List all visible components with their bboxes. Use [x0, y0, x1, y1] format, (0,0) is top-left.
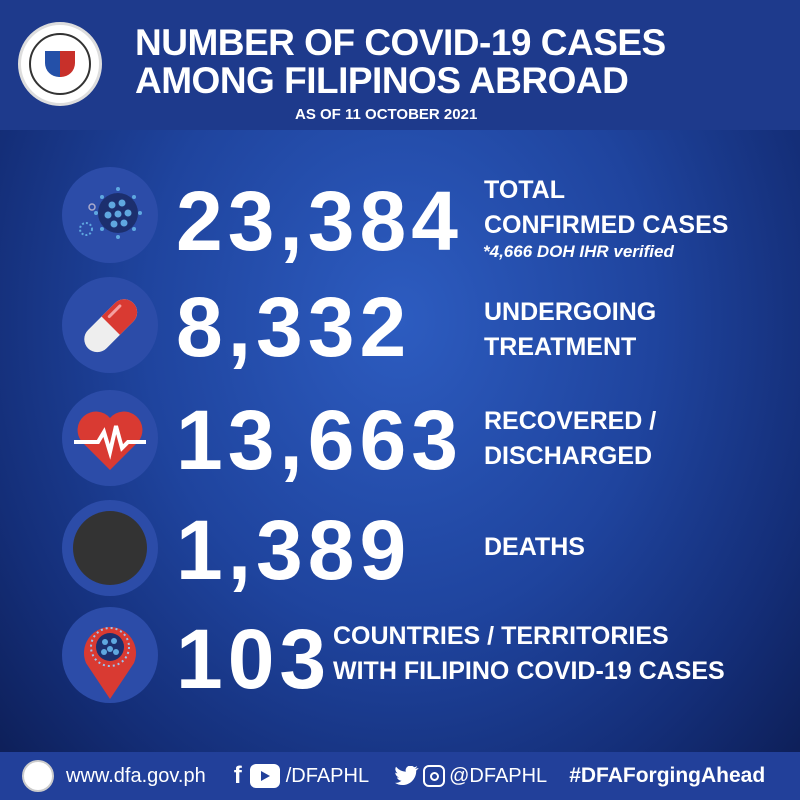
title-line-1: NUMBER OF COVID-19 CASES: [135, 22, 666, 63]
stat-total-confirmed: 23,384 TOTAL CONFIRMED CASES: [0, 167, 800, 267]
dfa-seal-logo: [18, 22, 102, 106]
footer: www.dfa.gov.ph f /DFAPHL @DFAPHL #DFAFor…: [0, 752, 800, 800]
stat-label-line: RECOVERED /: [484, 407, 657, 435]
virus-icon: [62, 167, 158, 263]
stat-recovered: 13,663 RECOVERED / DISCHARGED: [0, 390, 800, 490]
stat-label-line: UNDERGOING: [484, 298, 657, 326]
verified-note: *4,666 DOH IHR verified: [483, 242, 674, 261]
date-subtitle: AS OF 11 OCTOBER 2021: [295, 106, 478, 123]
stat-countries: 103 COUNTRIES / TERRITORIES WITH FILIPIN…: [0, 607, 800, 707]
stat-value: 13,663: [176, 393, 463, 487]
stat-deaths: 1,389 DEATHS: [0, 500, 800, 600]
page-title: NUMBER OF COVID-19 CASES AMONG FILIPINOS…: [135, 24, 666, 100]
twitter-icon[interactable]: [395, 766, 419, 786]
pill-icon: [62, 277, 158, 373]
stat-label-line: DEATHS: [484, 533, 585, 561]
stat-label-line: WITH FILIPINO COVID-19 CASES: [333, 657, 725, 685]
stat-value: 103: [176, 612, 332, 706]
dfa-seal-small-logo: [22, 760, 54, 792]
stat-label: DEATHS: [484, 530, 585, 565]
heartbeat-icon: [62, 390, 158, 486]
header: NUMBER OF COVID-19 CASES AMONG FILIPINOS…: [0, 0, 800, 130]
stat-value: 1,389: [176, 503, 412, 597]
stat-label: COUNTRIES / TERRITORIES WITH FILIPINO CO…: [333, 619, 725, 689]
stat-label-line: COUNTRIES / TERRITORIES: [333, 622, 669, 650]
stat-label: TOTAL CONFIRMED CASES: [484, 173, 728, 243]
location-pin-virus-icon: [62, 607, 158, 703]
stat-label-line: TOTAL: [484, 176, 566, 204]
black-circle-icon: [62, 500, 158, 596]
stat-value: 23,384: [176, 174, 463, 268]
youtube-icon[interactable]: [249, 764, 280, 788]
facebook-youtube-handle[interactable]: /DFAPHL: [285, 764, 370, 787]
hashtag: #DFAForgingAhead: [569, 764, 766, 787]
stat-value: 8,332: [176, 280, 412, 374]
website-link[interactable]: www.dfa.gov.ph: [66, 764, 206, 787]
title-line-2: AMONG FILIPINOS ABROAD: [135, 60, 629, 101]
stat-label: UNDERGOING TREATMENT: [484, 295, 656, 365]
stat-label-line: DISCHARGED: [484, 442, 653, 470]
stat-label: RECOVERED / DISCHARGED: [484, 404, 656, 474]
twitter-instagram-handle[interactable]: @DFAPHL: [449, 764, 548, 787]
stat-label-line: CONFIRMED CASES: [484, 211, 729, 239]
facebook-icon[interactable]: f: [233, 762, 242, 789]
stat-label-line: TREATMENT: [484, 333, 637, 361]
instagram-icon[interactable]: [423, 765, 446, 787]
stat-undergoing-treatment: 8,332 UNDERGOING TREATMENT: [0, 277, 800, 377]
